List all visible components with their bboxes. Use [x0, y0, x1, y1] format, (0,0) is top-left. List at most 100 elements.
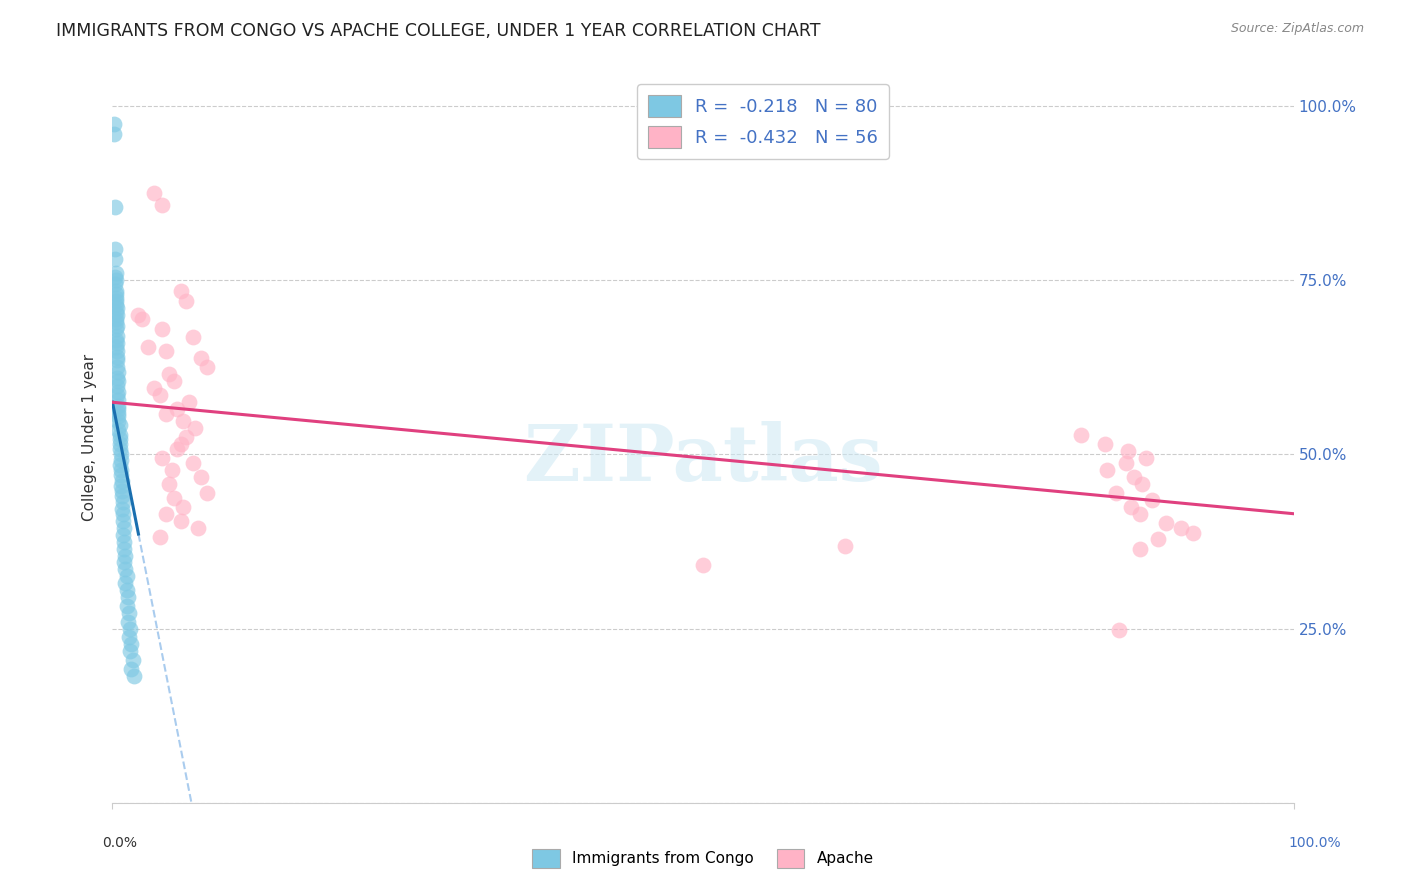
Point [105, 298, 128, 312]
Point [105, 353, 128, 368]
Point [115, 599, 138, 614]
Point [108, 428, 131, 442]
Point [157, 476, 180, 491]
Point [112, 495, 135, 509]
Point [142, 381, 165, 395]
Point [181, 456, 204, 470]
Point [111, 474, 134, 488]
Point [120, 662, 142, 676]
Point [112, 556, 135, 570]
Point [834, 540, 856, 554]
Point [115, 583, 138, 598]
Point [107, 402, 129, 417]
Point [160, 463, 183, 477]
Point [186, 521, 208, 535]
Point [157, 368, 180, 382]
Point [184, 421, 207, 435]
Point [117, 591, 139, 605]
Point [105, 311, 128, 326]
Point [172, 500, 194, 514]
Point [179, 395, 201, 409]
Point [181, 330, 204, 344]
Point [108, 442, 131, 456]
Point [105, 360, 128, 375]
Point [1130, 476, 1153, 491]
Point [1129, 507, 1152, 521]
Point [105, 350, 128, 364]
Point [105, 388, 128, 402]
Point [112, 541, 135, 556]
Point [114, 562, 136, 576]
Point [150, 198, 173, 212]
Point [118, 630, 141, 644]
Point [170, 514, 193, 528]
Point [149, 530, 172, 544]
Point [1095, 463, 1118, 477]
Point [104, 269, 127, 284]
Text: ZIPatlas: ZIPatlas [523, 421, 883, 497]
Point [104, 200, 127, 214]
Point [1108, 623, 1130, 637]
Point [136, 339, 159, 353]
Point [104, 252, 127, 267]
Point [1094, 437, 1116, 451]
Point [105, 344, 128, 359]
Point [155, 407, 177, 421]
Point [166, 402, 188, 417]
Point [105, 301, 128, 316]
Point [110, 479, 132, 493]
Point [104, 277, 127, 291]
Point [107, 406, 129, 420]
Point [163, 375, 186, 389]
Point [170, 437, 193, 451]
Point [170, 284, 193, 298]
Point [108, 458, 131, 472]
Point [105, 322, 128, 336]
Point [105, 266, 128, 280]
Point [105, 333, 128, 347]
Point [108, 418, 131, 433]
Point [1116, 444, 1139, 458]
Point [1123, 470, 1146, 484]
Point [112, 521, 135, 535]
Point [1135, 450, 1157, 465]
Point [105, 315, 128, 329]
Point [120, 644, 142, 658]
Point [131, 311, 153, 326]
Point [114, 549, 136, 563]
Point [105, 273, 128, 287]
Point [127, 308, 149, 322]
Point [112, 514, 135, 528]
Point [107, 393, 129, 408]
Point [110, 448, 132, 462]
Point [121, 653, 143, 667]
Point [105, 284, 128, 298]
Point [1146, 533, 1168, 547]
Point [1105, 485, 1128, 500]
Point [195, 485, 218, 500]
Point [1119, 500, 1142, 514]
Point [155, 507, 177, 521]
Point [105, 304, 128, 318]
Point [103, 127, 125, 141]
Point [105, 379, 128, 393]
Point [112, 534, 135, 549]
Point [149, 388, 172, 402]
Point [166, 442, 188, 456]
Text: Source: ZipAtlas.com: Source: ZipAtlas.com [1230, 22, 1364, 36]
Point [108, 437, 131, 451]
Text: 100.0%: 100.0% [1288, 836, 1341, 850]
Point [105, 294, 128, 309]
Point [120, 622, 142, 636]
Point [111, 489, 134, 503]
Point [120, 637, 142, 651]
Point [107, 409, 129, 424]
Point [105, 336, 128, 351]
Point [107, 414, 129, 428]
Point [1115, 456, 1137, 470]
Point [172, 414, 194, 428]
Point [110, 463, 132, 477]
Point [107, 399, 129, 413]
Point [105, 371, 128, 385]
Point [1170, 521, 1192, 535]
